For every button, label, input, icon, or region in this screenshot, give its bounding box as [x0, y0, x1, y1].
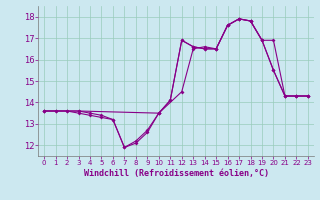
X-axis label: Windchill (Refroidissement éolien,°C): Windchill (Refroidissement éolien,°C): [84, 169, 268, 178]
